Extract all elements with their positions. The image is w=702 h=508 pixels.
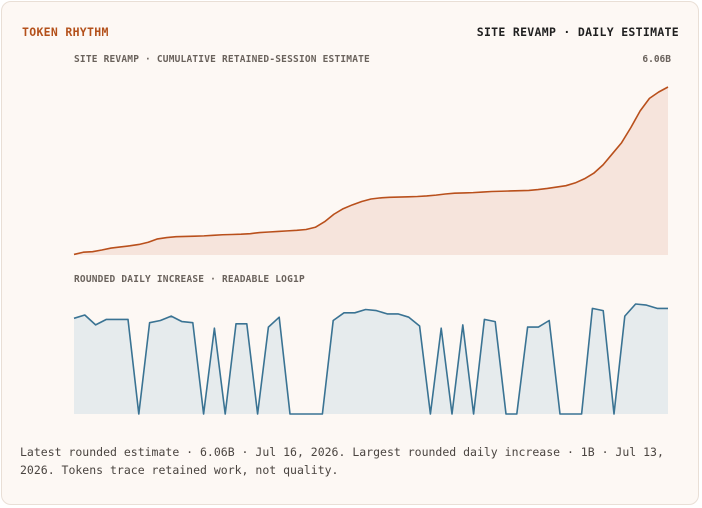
cumulative-total-label: 6.06B <box>642 54 671 65</box>
cumulative-series-line <box>73 86 669 256</box>
summary-caption: Latest rounded estimate · 6.06B · Jul 16… <box>20 445 664 477</box>
brand-label: TOKEN RHYTHM <box>22 25 109 39</box>
daily-increase-chart <box>73 303 668 415</box>
daily-chart-title: ROUNDED DAILY INCREASE · READABLE LOG1P <box>74 274 305 285</box>
daily-series-line <box>73 303 668 415</box>
cumulative-chart-title: SITE REVAMP · CUMULATIVE RETAINED-SESSIO… <box>74 54 370 65</box>
page-title: SITE REVAMP · DAILY ESTIMATE <box>476 25 679 39</box>
daily-area-fill <box>74 304 668 414</box>
cumulative-area-fill <box>74 87 668 255</box>
cumulative-chart <box>73 86 669 256</box>
